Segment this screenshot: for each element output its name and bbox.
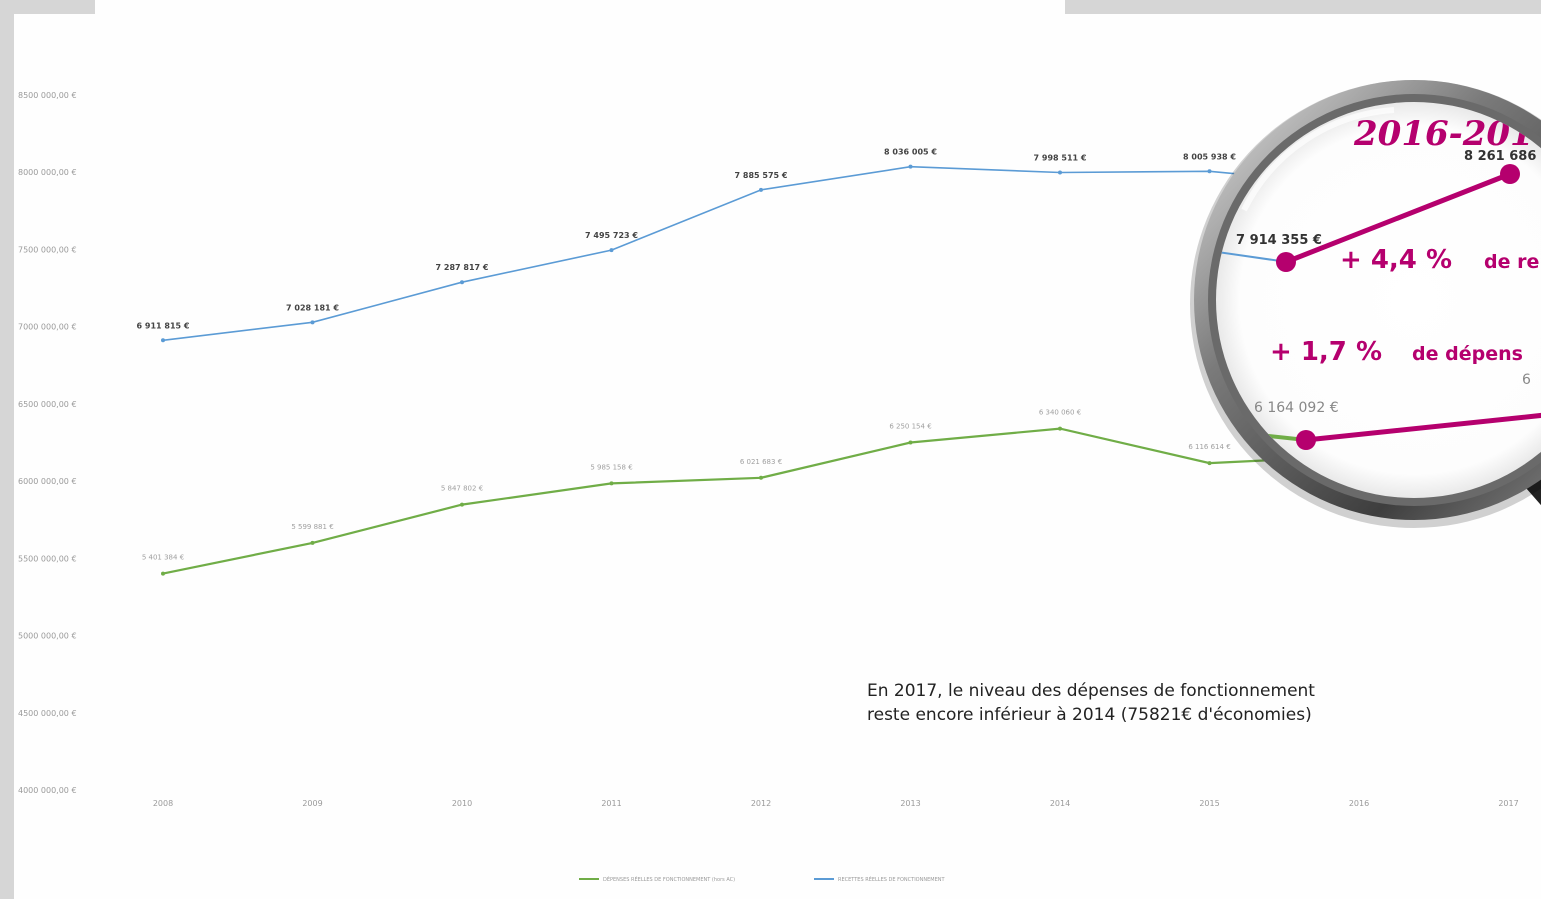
series-layer: 6 911 815 € 7 028 181 € 7 287 817 € 7 495 7… xyxy=(137,148,1361,576)
y-axis: 8500 000,00 € 8000 000,00 € 7500 000,00 € 7… xyxy=(18,91,77,795)
depenses-change: + 1,7 % xyxy=(1270,337,1382,367)
recettes-start-label: 7 914 355 € xyxy=(1236,233,1322,248)
depenses-line xyxy=(162,427,1360,575)
y-tick-label: 4500 000,00 € xyxy=(18,709,77,718)
recettes-data-label: 8 036 005 € xyxy=(884,148,937,157)
recettes-data-label: 7 885 575 € xyxy=(735,171,788,180)
top-title-strip xyxy=(95,0,1065,14)
depenses-point xyxy=(460,502,464,507)
recettes-zoom-segment xyxy=(1283,171,1513,265)
y-tick-label: 5500 000,00 € xyxy=(18,554,77,563)
depenses-data-label: 6 340 060 € xyxy=(1039,409,1081,417)
depenses-zoom-start-point xyxy=(1296,430,1316,450)
note-line-1: En 2017, le niveau des dépenses de fonct… xyxy=(867,681,1315,701)
depenses-point xyxy=(310,540,315,545)
recettes-data-label: 6 911 815 € xyxy=(137,321,190,330)
x-tick-label: 2013 xyxy=(900,799,920,808)
y-tick-label: 5000 000,00 € xyxy=(18,632,77,641)
legend: DÉPENSES RÉELLES DE FONCTIONNEMENT (hors… xyxy=(579,875,945,883)
magnifier-lens xyxy=(1216,102,1541,498)
x-tick-label: 2012 xyxy=(751,799,771,808)
y-tick-label: 7500 000,00 € xyxy=(18,245,77,254)
line-chart: 8500 000,00 € 8000 000,00 € 7500 000,00 € 7… xyxy=(18,80,1541,883)
recettes-line xyxy=(162,165,1360,342)
recettes-data-label: 7 287 817 € xyxy=(436,263,489,272)
chart-area: 8500 000,00 € 8000 000,00 € 7500 000,00 € 7… xyxy=(14,0,1541,899)
recettes-point xyxy=(759,187,763,192)
depenses-point xyxy=(609,481,614,486)
depenses-data-label: 6 116 614 € xyxy=(1188,443,1230,451)
recettes-point xyxy=(609,248,614,253)
recettes-data-label: 7 998 511 € xyxy=(1034,153,1087,162)
recettes-change-suffix: de re xyxy=(1484,251,1539,273)
recettes-point xyxy=(310,320,315,325)
depenses-data-label: 5 847 802 € xyxy=(441,485,483,493)
depenses-data-label: 5 985 158 € xyxy=(590,463,632,471)
depenses-change-suffix: de dépens xyxy=(1412,343,1523,365)
legend-label: RECETTES RÉELLES DE FONCTIONNEMENT xyxy=(838,875,945,883)
y-tick-label: 4000 000,00 € xyxy=(18,786,77,795)
lens-highlight xyxy=(1241,107,1395,212)
x-tick-label: 2009 xyxy=(302,799,322,808)
y-tick-label: 6500 000,00 € xyxy=(18,400,77,409)
x-tick-label: 2014 xyxy=(1050,799,1070,808)
recettes-zoom-start-point xyxy=(1276,252,1296,272)
depenses-point xyxy=(759,475,763,480)
y-tick-label: 7000 000,00 € xyxy=(18,323,77,332)
recettes-change: + 4,4 % xyxy=(1340,245,1452,275)
annotation-note: En 2017, le niveau des dépenses de fonct… xyxy=(867,679,1467,727)
recettes-point xyxy=(908,164,913,169)
recettes-zoom-end-point xyxy=(1500,164,1520,184)
depenses-point xyxy=(161,571,165,576)
y-tick-label: 8500 000,00 € xyxy=(18,91,77,100)
note-line-2: reste encore inférieur à 2014 (75821€ d'… xyxy=(867,705,1312,725)
x-tick-label: 2010 xyxy=(452,799,472,808)
depenses-point xyxy=(1058,426,1062,431)
recettes-data-label: 7 495 723 € xyxy=(585,231,638,240)
depenses-zoom-segment xyxy=(1303,409,1541,443)
depenses-data-label: 5 599 881 € xyxy=(291,523,333,531)
y-tick-label: 8000 000,00 € xyxy=(18,168,77,177)
recettes-end-label: 8 261 686 xyxy=(1464,149,1536,164)
x-axis: 2008 2009 2010 2011 2012 2013 2014 2015 2016 2017 xyxy=(153,799,1519,808)
recettes-point xyxy=(1207,169,1212,174)
depenses-data-label: 6 021 683 € xyxy=(740,458,782,466)
x-tick-label: 2017 xyxy=(1498,799,1518,808)
recettes-data-label: 8 005 938 € xyxy=(1183,152,1236,161)
legend-label: DÉPENSES RÉELLES DE FONCTIONNEMENT (hors… xyxy=(603,875,735,883)
depenses-point xyxy=(908,440,913,445)
depenses-data-label: 6 250 154 € xyxy=(889,422,931,430)
depenses-data-label: 5 401 384 € xyxy=(142,554,184,562)
x-tick-label: 2008 xyxy=(153,799,173,808)
depenses-start-label: 6 164 092 € xyxy=(1254,400,1339,416)
recettes-point xyxy=(161,338,165,343)
x-tick-label: 2015 xyxy=(1199,799,1219,808)
x-tick-label: 2016 xyxy=(1349,799,1369,808)
depenses-end-label: 6 xyxy=(1522,372,1531,388)
recettes-point xyxy=(460,280,464,285)
y-tick-label: 6000 000,00 € xyxy=(18,477,77,486)
x-tick-label: 2011 xyxy=(601,799,621,808)
depenses-point xyxy=(1207,461,1212,466)
recettes-data-label: 7 028 181 € xyxy=(286,303,339,312)
recettes-point xyxy=(1058,170,1062,175)
